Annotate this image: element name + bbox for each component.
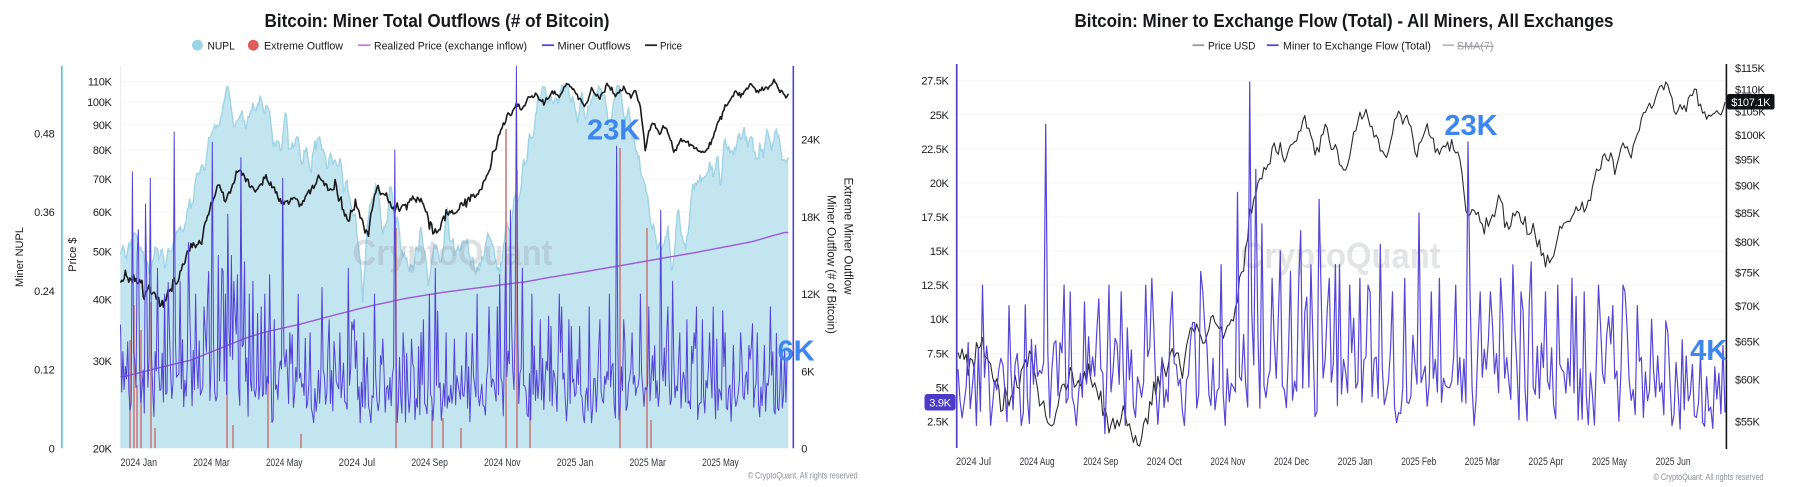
svg-text:2025 Apr: 2025 Apr	[1528, 456, 1563, 468]
svg-text:Price: Price	[660, 40, 682, 52]
svg-text:$80K: $80K	[1735, 237, 1760, 249]
svg-text:Miner NUPL: Miner NUPL	[14, 227, 26, 287]
svg-text:2024 Nov: 2024 Nov	[1210, 456, 1245, 468]
svg-text:© CryptoQuant. All rights rese: © CryptoQuant. All rights reserved	[748, 471, 858, 482]
svg-text:2025 Mar: 2025 Mar	[1465, 456, 1500, 468]
svg-text:17.5K: 17.5K	[921, 212, 949, 224]
svg-text:2025 Jun: 2025 Jun	[1656, 456, 1691, 468]
svg-text:Extreme Miner Outflow: Extreme Miner Outflow	[842, 178, 854, 296]
svg-text:25K: 25K	[930, 110, 950, 122]
svg-text:4K: 4K	[1690, 335, 1727, 367]
svg-text:$100K: $100K	[1735, 130, 1766, 142]
svg-text:40K: 40K	[93, 294, 113, 306]
svg-text:0: 0	[801, 444, 807, 456]
svg-text:23K: 23K	[1444, 110, 1497, 142]
svg-text:30K: 30K	[93, 356, 113, 368]
svg-text:6K: 6K	[801, 366, 815, 378]
svg-text:2025 May: 2025 May	[702, 457, 739, 469]
svg-text:0.48: 0.48	[34, 128, 54, 140]
svg-text:50K: 50K	[93, 246, 113, 258]
svg-text:20K: 20K	[93, 444, 113, 456]
svg-text:Extreme Outflow: Extreme Outflow	[264, 40, 343, 52]
svg-text:Realized Price (exchange inflo: Realized Price (exchange inflow)	[374, 40, 527, 52]
svg-text:2025 May: 2025 May	[1592, 456, 1627, 468]
svg-text:2024 Oct: 2024 Oct	[1147, 456, 1182, 468]
svg-text:2024 May: 2024 May	[266, 457, 303, 469]
svg-text:6K: 6K	[777, 336, 814, 368]
svg-text:2024 Mar: 2024 Mar	[193, 457, 230, 469]
svg-text:2024 Sep: 2024 Sep	[1083, 456, 1118, 468]
svg-text:CryptoQuant: CryptoQuant	[1241, 235, 1441, 276]
svg-text:2025 Feb: 2025 Feb	[1401, 456, 1436, 468]
svg-text:$60K: $60K	[1735, 375, 1760, 387]
svg-text:NUPL: NUPL	[208, 40, 235, 52]
svg-text:0.36: 0.36	[34, 207, 54, 219]
svg-text:60K: 60K	[93, 207, 113, 219]
svg-text:2024 Nov: 2024 Nov	[484, 457, 521, 469]
svg-text:$107.1K: $107.1K	[1731, 97, 1771, 109]
svg-text:110K: 110K	[88, 77, 113, 89]
svg-text:7.5K: 7.5K	[927, 348, 949, 360]
svg-text:$75K: $75K	[1735, 268, 1760, 280]
svg-text:2024 Sep: 2024 Sep	[411, 457, 448, 469]
svg-text:0.24: 0.24	[34, 286, 54, 298]
svg-text:90K: 90K	[93, 120, 113, 132]
svg-text:2024 Jul: 2024 Jul	[339, 457, 376, 469]
svg-text:27.5K: 27.5K	[921, 76, 949, 88]
svg-text:Bitcoin: Miner Total Outflows: Bitcoin: Miner Total Outflows (# of Bitc…	[265, 10, 610, 31]
svg-text:$85K: $85K	[1735, 208, 1760, 220]
svg-text:15K: 15K	[930, 246, 950, 258]
svg-text:2024 Dec: 2024 Dec	[1274, 456, 1309, 468]
svg-text:12K: 12K	[801, 289, 821, 301]
svg-text:12.5K: 12.5K	[921, 280, 949, 292]
svg-text:2024 Aug: 2024 Aug	[1020, 456, 1055, 468]
svg-text:Miner to Exchange Flow (Total): Miner to Exchange Flow (Total)	[1283, 40, 1431, 52]
svg-text:23K: 23K	[587, 115, 640, 147]
svg-text:100K: 100K	[87, 97, 112, 109]
svg-text:Bitcoin: Miner to Exchange Flo: Bitcoin: Miner to Exchange Flow (Total) …	[1075, 10, 1614, 31]
svg-text:2024 Jan: 2024 Jan	[121, 457, 158, 469]
svg-text:2025 Jan: 2025 Jan	[1338, 456, 1373, 468]
svg-text:$105K: $105K	[1735, 107, 1766, 119]
svg-text:2024 Jul: 2024 Jul	[956, 456, 991, 468]
svg-text:18K: 18K	[801, 212, 821, 224]
svg-text:$90K: $90K	[1735, 180, 1760, 192]
svg-text:24K: 24K	[801, 135, 821, 147]
svg-text:$110K: $110K	[1735, 84, 1765, 96]
svg-text:$55K: $55K	[1735, 416, 1760, 428]
svg-text:$65K: $65K	[1735, 336, 1760, 348]
svg-text:20K: 20K	[930, 178, 950, 190]
svg-text:Price $: Price $	[67, 237, 79, 271]
svg-text:0: 0	[49, 443, 55, 455]
svg-text:© CryptoQuant. All rights rese: © CryptoQuant. All rights reserved	[1654, 472, 1764, 483]
svg-text:2025 Mar: 2025 Mar	[629, 457, 666, 469]
svg-text:$95K: $95K	[1735, 155, 1760, 167]
svg-text:0.12: 0.12	[34, 365, 54, 377]
svg-text:Price USD: Price USD	[1208, 40, 1256, 52]
svg-text:CryptoQuant: CryptoQuant	[353, 232, 553, 273]
svg-text:10K: 10K	[930, 314, 950, 326]
svg-text:70K: 70K	[93, 174, 113, 186]
svg-text:2.5K: 2.5K	[927, 416, 949, 428]
svg-text:2025 Jan: 2025 Jan	[557, 457, 594, 469]
svg-text:Miner Outflow (# of Bitcoin): Miner Outflow (# of Bitcoin)	[825, 195, 837, 334]
svg-text:22.5K: 22.5K	[921, 144, 949, 156]
svg-text:5K: 5K	[936, 382, 950, 394]
svg-text:$115K: $115K	[1735, 63, 1765, 75]
svg-text:$70K: $70K	[1735, 301, 1760, 313]
svg-text:SMA(7): SMA(7)	[1457, 40, 1494, 52]
svg-text:Miner Outflows: Miner Outflows	[558, 40, 631, 52]
svg-text:3.9K: 3.9K	[929, 397, 951, 409]
svg-text:80K: 80K	[93, 145, 113, 157]
